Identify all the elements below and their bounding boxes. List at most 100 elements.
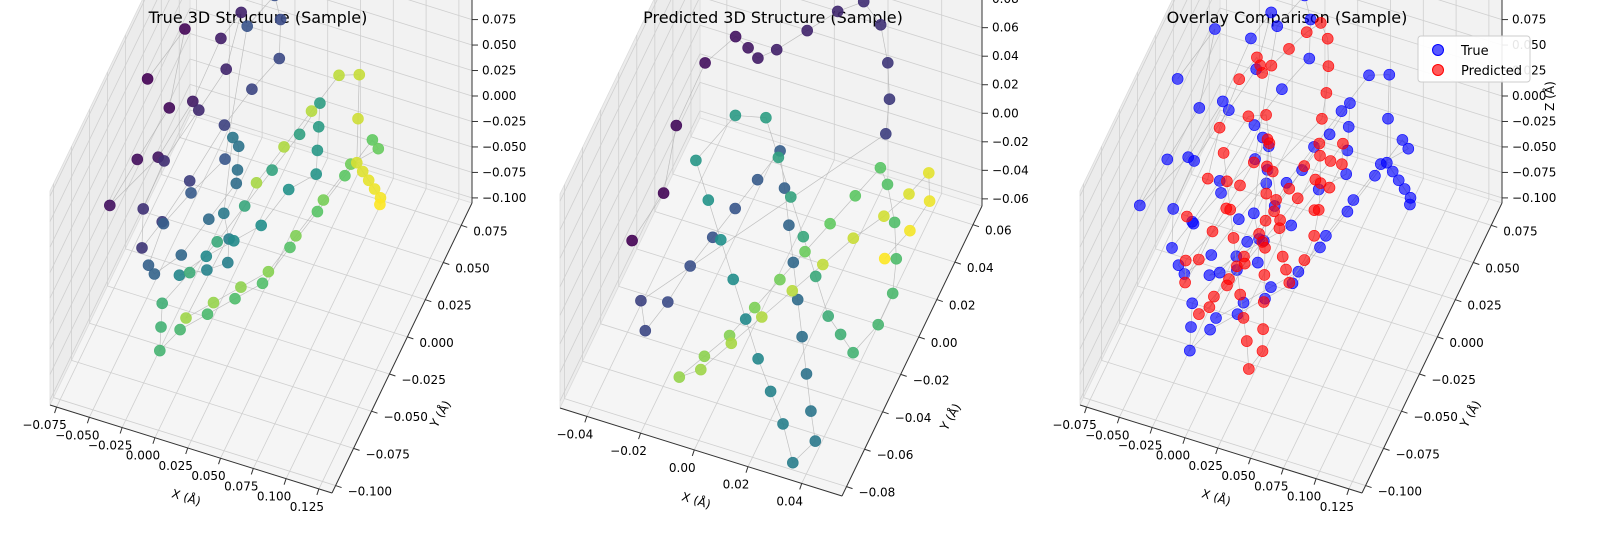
y-tick-mark [846, 486, 853, 490]
data-point [1184, 344, 1196, 357]
grid-line-x [187, 157, 329, 449]
y-tick-label: 0.000 [1449, 336, 1483, 350]
data-point [136, 242, 148, 254]
data-point [626, 234, 638, 247]
y-tick-mark [1419, 373, 1426, 377]
chart-title: Predicted 3D Structure (Sample) [643, 8, 903, 27]
data-point [1193, 253, 1205, 266]
z-tick-label: −0.02 [992, 135, 1029, 149]
data-point [255, 219, 268, 232]
data-point [796, 330, 808, 343]
data-point [142, 259, 155, 272]
z-tick-label: 0.000 [1512, 89, 1546, 103]
y-tick-label: 0.050 [1485, 261, 1519, 275]
legend: True Predicted [1417, 35, 1531, 83]
x-tick-label: −0.02 [610, 444, 647, 458]
grid-line-z [1079, 0, 1188, 222]
data-point [183, 266, 196, 279]
data-point [881, 56, 894, 69]
data-point [278, 141, 290, 153]
y-tick-label: −0.06 [877, 448, 914, 462]
data-point [1221, 279, 1233, 292]
data-point [1322, 60, 1335, 72]
data-point [1337, 137, 1349, 150]
data-point [1314, 241, 1326, 254]
grid-line-z [559, 0, 658, 202]
grid-line-x [252, 178, 394, 469]
data-point [1276, 83, 1288, 95]
grid-line-y [1137, 285, 1420, 375]
data-point [1260, 109, 1272, 121]
x-axis-label: X (Å) [1200, 486, 1233, 509]
grid-line-x [1315, 188, 1457, 479]
data-point [222, 256, 234, 269]
data-point [1283, 276, 1296, 289]
grid-line-y [600, 323, 883, 413]
data-point [1234, 179, 1246, 192]
x-tick-label: −0.025 [88, 439, 132, 453]
y-tick-mark [389, 373, 396, 377]
data-point [274, 13, 287, 26]
grid-line-z [559, 0, 686, 259]
z-axis-label: Z (Å) [1542, 81, 1557, 111]
data-point [193, 104, 205, 116]
data-point [218, 207, 230, 220]
z-tick-label: 0.025 [482, 64, 516, 78]
grid-line-z [189, 7, 473, 97]
data-point [1291, 192, 1304, 205]
x-tick-label: −0.04 [556, 427, 593, 441]
data-point [203, 213, 215, 225]
data-point [725, 337, 738, 350]
x-tick-label: 0.100 [257, 490, 291, 504]
grid-line-z [49, 0, 183, 273]
data-point [1298, 254, 1311, 266]
data-point [179, 23, 191, 35]
x-axis-line [559, 407, 843, 497]
x-tick-mark [745, 466, 749, 473]
data-point [729, 109, 742, 122]
data-point [881, 178, 894, 191]
grid-line-z [1219, 84, 1503, 173]
data-point [311, 205, 324, 218]
y-tick-label: 0.02 [949, 299, 976, 313]
data-point [1167, 203, 1179, 215]
data-point [293, 128, 306, 141]
data-point [670, 119, 683, 132]
data-point [690, 154, 702, 167]
data-point [879, 128, 892, 140]
grid-line-z [1356, 0, 1503, 46]
data-point [158, 155, 170, 167]
data-point [1248, 156, 1260, 169]
data-point [241, 20, 253, 33]
data-point [727, 273, 740, 286]
data-point [878, 210, 890, 222]
y-axis-line [841, 205, 983, 497]
data-point [207, 296, 220, 309]
data-point [635, 294, 647, 307]
data-point [104, 199, 116, 212]
grid-line-z [1437, 0, 1503, 20]
data-point [1265, 6, 1277, 19]
y-tick-mark [918, 336, 925, 340]
data-point [131, 153, 144, 166]
data-point [1206, 225, 1219, 238]
data-point [657, 187, 670, 199]
x-tick-label: 0.050 [1221, 469, 1255, 483]
data-point [1285, 219, 1297, 232]
data-point [1161, 153, 1174, 166]
y-tick-mark [864, 448, 871, 452]
data-point [1313, 137, 1326, 150]
y-tick-mark [1473, 262, 1480, 265]
data-point [1209, 23, 1221, 35]
y-tick-label: −0.075 [1396, 447, 1440, 461]
data-point [1263, 137, 1276, 149]
data-point [1257, 323, 1269, 335]
data-point [1308, 204, 1321, 216]
data-point [684, 260, 697, 272]
y-tick-label: 0.025 [437, 299, 471, 313]
data-point [760, 111, 772, 124]
data-point [1300, 26, 1313, 39]
data-point [1217, 147, 1230, 159]
z-tick-label: −0.04 [992, 163, 1029, 177]
z-tick-label: 0.100 [482, 0, 516, 1]
